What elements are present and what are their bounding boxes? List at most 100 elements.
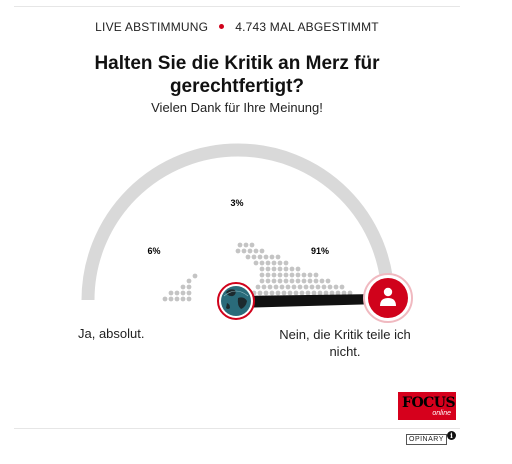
vote-dot (313, 272, 319, 278)
vote-dot (291, 284, 297, 290)
vote-dot (247, 248, 253, 254)
vote-dot (319, 278, 325, 284)
vote-dot (174, 290, 180, 296)
vote-dot (180, 290, 186, 296)
vote-dot (325, 278, 331, 284)
bottom-divider (14, 428, 460, 429)
vote-dot (263, 254, 269, 260)
gauge-track (81, 143, 395, 301)
vote-dot (289, 278, 295, 284)
vote-dot (255, 284, 261, 290)
vote-dot (307, 278, 313, 284)
vote-dot (305, 290, 311, 296)
globe-icon (217, 282, 255, 320)
vote-dot (309, 284, 315, 290)
option-right: Nein, die Kritik teile ich nicht. (279, 327, 411, 359)
option-left: Ja, absolut. (78, 326, 145, 341)
vote-dot (317, 290, 323, 296)
vote-dot (241, 248, 247, 254)
vote-dot (180, 296, 186, 302)
gauge-needle (236, 294, 380, 308)
vote-dot (263, 290, 269, 296)
vote-dot (299, 290, 305, 296)
vote-dot (253, 260, 259, 266)
vote-dot (339, 284, 345, 290)
vote-dot (257, 254, 263, 260)
vote-dot (273, 284, 279, 290)
vote-dot (271, 266, 277, 272)
vote-dot (269, 254, 275, 260)
vote-dot (259, 260, 265, 266)
vote-dot (168, 296, 174, 302)
vote-dot (285, 284, 291, 290)
result-middle-pct: 3% (230, 198, 243, 208)
vote-dot (321, 284, 327, 290)
vote-dot (186, 296, 192, 302)
result-right-pct: 91% (311, 246, 329, 256)
vote-dot (295, 278, 301, 284)
focus-online-logo[interactable]: FOCUS online (398, 392, 456, 420)
vote-dot (341, 290, 347, 296)
vote-dot (192, 273, 198, 279)
vote-dot (323, 290, 329, 296)
vote-dot (277, 266, 283, 272)
logo-subtext: online (432, 410, 451, 417)
info-icon[interactable]: i (447, 431, 456, 440)
vote-dots (162, 242, 353, 302)
poll-status: LIVE ABSTIMMUNG 4.743 MAL ABGESTIMMT (0, 20, 474, 34)
vote-dot (271, 260, 277, 266)
vote-dot (275, 254, 281, 260)
vote-dot (174, 296, 180, 302)
vote-dot (168, 290, 174, 296)
vote-dot (311, 290, 317, 296)
vote-dot (297, 284, 303, 290)
live-dot (219, 24, 225, 30)
vote-dot (333, 284, 339, 290)
thanks-message: Vielen Dank für Ihre Meinung! (151, 100, 323, 115)
vote-dot (261, 284, 267, 290)
vote-dot (186, 284, 192, 290)
vote-dot (277, 260, 283, 266)
vote-dot (303, 284, 309, 290)
vote-dot (180, 284, 186, 290)
vote-dot (237, 242, 243, 248)
user-icon (380, 287, 396, 306)
vote-dot (259, 272, 265, 278)
vote-dot (281, 290, 287, 296)
vote-dot (269, 290, 275, 296)
vote-dot (313, 278, 319, 284)
vote-dot (265, 266, 271, 272)
vote-dot (279, 284, 285, 290)
vote-dot (295, 266, 301, 272)
vote-dot (271, 272, 277, 278)
vote-dot (249, 242, 255, 248)
vote-dot (283, 272, 289, 278)
top-divider (14, 6, 460, 7)
vote-dot (287, 290, 293, 296)
vote-dot (315, 284, 321, 290)
vote-dot (335, 290, 341, 296)
vote-dot (265, 260, 271, 266)
user-answer-marker[interactable] (363, 273, 413, 323)
vote-dot (259, 248, 265, 254)
vote-dot (307, 272, 313, 278)
vote-dot (257, 290, 263, 296)
vote-dot (277, 272, 283, 278)
vote-dot (259, 278, 265, 284)
vote-dot (289, 272, 295, 278)
vote-dot (186, 290, 192, 296)
vote-dot (259, 266, 265, 272)
vote-count: 4.743 MAL ABGESTIMMT (235, 20, 379, 34)
vote-dot (253, 248, 259, 254)
vote-dot (267, 284, 273, 290)
vote-dot (245, 254, 251, 260)
vote-dot (283, 260, 289, 266)
result-left-pct: 6% (147, 246, 160, 256)
vote-dot (265, 278, 271, 284)
vote-dot (301, 272, 307, 278)
vote-dot (277, 278, 283, 284)
opinary-logo[interactable]: OPINARY (406, 434, 447, 445)
vote-dot (186, 278, 192, 284)
vote-dot (283, 266, 289, 272)
